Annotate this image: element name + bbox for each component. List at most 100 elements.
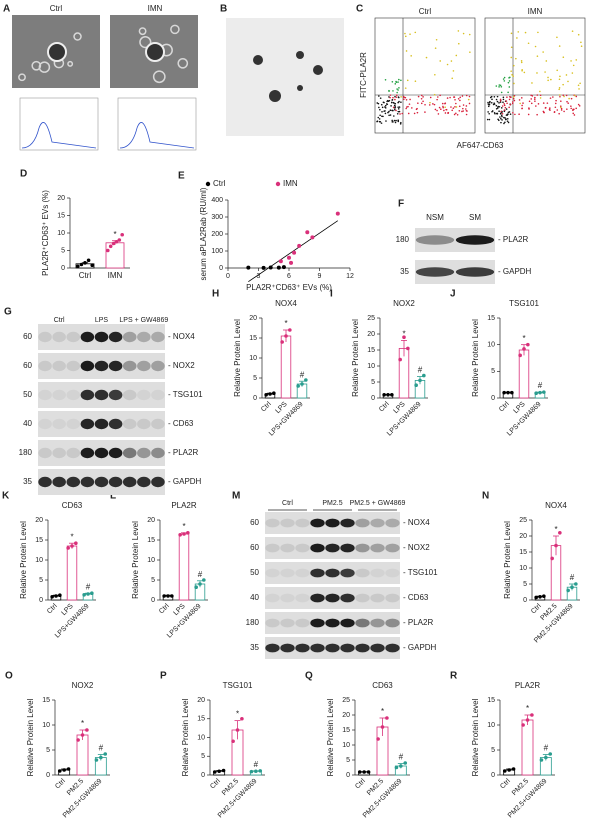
blot-band xyxy=(80,447,95,459)
data-point xyxy=(300,382,304,386)
y-tick-label: 100 xyxy=(211,248,223,255)
blot-band xyxy=(38,360,52,372)
marker-size: 50 xyxy=(250,568,259,577)
protein-name: - GAPDH xyxy=(498,267,532,276)
event-dot xyxy=(457,42,460,45)
event-dot xyxy=(567,102,570,104)
data-point xyxy=(194,585,198,589)
blot-band xyxy=(295,543,310,553)
event-dot xyxy=(452,107,455,109)
blot-band xyxy=(94,389,109,401)
blot-band xyxy=(325,593,340,603)
event-dot xyxy=(381,106,384,109)
blot-band xyxy=(370,643,385,653)
marker-size: 35 xyxy=(23,477,32,486)
event-dot xyxy=(523,71,526,74)
event-dot xyxy=(386,99,389,102)
event-dot xyxy=(499,100,502,102)
event-dot xyxy=(521,104,523,107)
protein-name: - NOX4 xyxy=(403,518,430,527)
event-dot xyxy=(397,106,399,108)
chart-title: CD63 xyxy=(372,681,393,690)
blot-band xyxy=(310,543,325,553)
event-dot xyxy=(527,42,530,45)
blot-band xyxy=(38,418,52,430)
protein-name: - PLA2R xyxy=(403,618,433,627)
blot-band xyxy=(455,267,495,277)
y-tick-label: 15 xyxy=(42,697,50,704)
y-tick-label: 5 xyxy=(371,379,375,386)
event-dot xyxy=(439,60,442,62)
y-tick-label: 20 xyxy=(57,195,65,202)
lane-header: LPS xyxy=(95,317,109,324)
bar xyxy=(521,719,534,776)
y-tick-label: 5 xyxy=(491,747,495,754)
y-axis-label: Relative Protein Level xyxy=(326,698,335,776)
event-dot xyxy=(542,102,545,104)
event-dot xyxy=(556,69,558,72)
y-tick-label: 20 xyxy=(519,533,527,540)
event-dot xyxy=(388,96,390,98)
event-dot xyxy=(504,106,507,109)
event-dot xyxy=(407,112,410,115)
data-point xyxy=(79,262,84,267)
data-point xyxy=(258,769,263,773)
event-dot xyxy=(520,61,523,64)
event-dot xyxy=(528,100,531,103)
event-dot xyxy=(508,86,511,88)
event-dot xyxy=(395,119,397,122)
event-dot xyxy=(434,47,437,49)
event-dot xyxy=(499,98,502,101)
protein-name: - GAPDH xyxy=(403,643,437,652)
data-point xyxy=(544,755,548,760)
blot-band xyxy=(80,418,95,430)
blot-band xyxy=(295,643,310,653)
event-dot xyxy=(381,115,383,118)
y-tick-label: 0 xyxy=(201,772,205,779)
event-dot xyxy=(388,90,390,92)
y-tick-label: 5 xyxy=(201,753,205,760)
event-dot xyxy=(486,118,489,121)
data-point xyxy=(90,263,94,268)
event-dot xyxy=(415,108,418,111)
y-tick-label: 25 xyxy=(519,517,527,524)
event-dot xyxy=(465,109,468,112)
event-dot xyxy=(565,74,568,76)
y-tick-label: 20 xyxy=(147,517,155,524)
event-dot xyxy=(391,121,394,123)
event-dot xyxy=(498,102,500,104)
blot-band xyxy=(137,389,151,401)
event-dot xyxy=(559,95,561,98)
event-dot xyxy=(568,97,570,100)
event-dot xyxy=(524,31,527,34)
significance-mark: * xyxy=(70,532,73,541)
data-point xyxy=(166,594,170,598)
data-point xyxy=(108,244,113,249)
event-dot xyxy=(450,60,453,62)
blot-band xyxy=(340,543,355,553)
event-dot xyxy=(405,107,407,110)
event-dot xyxy=(508,98,511,101)
event-dot xyxy=(488,118,491,121)
significance-mark: # xyxy=(399,753,404,762)
data-point xyxy=(538,390,542,395)
event-dot xyxy=(498,86,500,88)
event-dot xyxy=(387,111,389,114)
y-tick-label: 5 xyxy=(346,757,350,764)
chart-title: NOX2 xyxy=(393,299,415,308)
y-tick-label: 10 xyxy=(487,342,495,349)
data-point xyxy=(362,770,366,774)
event-dot xyxy=(497,105,500,108)
event-dot xyxy=(384,78,387,81)
event-dot xyxy=(537,31,539,34)
data-point xyxy=(418,378,422,383)
blot-band xyxy=(295,593,310,603)
event-dot xyxy=(539,97,542,99)
data-point xyxy=(280,340,284,344)
event-dot xyxy=(499,84,502,87)
event-dot xyxy=(511,102,514,105)
event-dot xyxy=(560,107,563,110)
event-dot xyxy=(409,98,411,101)
blot-band xyxy=(310,568,325,578)
event-dot xyxy=(468,95,471,98)
